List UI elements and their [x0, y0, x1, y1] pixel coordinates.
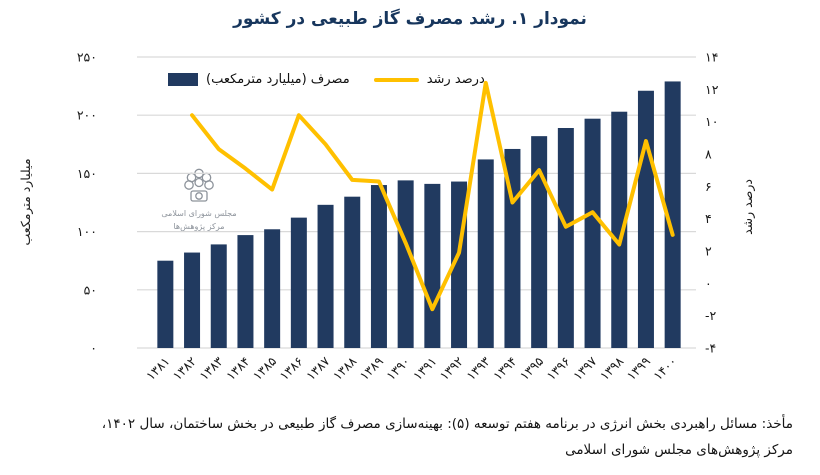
- x-axis-tick-label: ۱۳۹۷: [570, 353, 600, 383]
- x-axis-tick-label: ۱۳۸۸: [330, 353, 360, 383]
- right-axis-tick-label: ۲: [705, 244, 712, 259]
- right-axis-title: درصد رشد: [740, 179, 756, 235]
- consumption-bar: [157, 260, 174, 348]
- x-axis-tick-label: ۱۳۹۱: [410, 354, 440, 384]
- consumption-bar: [637, 90, 654, 349]
- x-axis-tick-label: ۱۳۹۸: [597, 353, 627, 383]
- left-axis-tick-label: ۱۰۰: [77, 224, 97, 239]
- left-axis-tick-label: ۲۰۰: [77, 108, 97, 123]
- watermark-text-2: مرکز پژوهش‌ها: [173, 221, 225, 231]
- right-axis-tick-label: ۰: [705, 276, 712, 291]
- x-axis-tick-label: ۱۳۸۳: [196, 353, 226, 383]
- right-axis-tick-label: -۴: [705, 341, 716, 356]
- right-axis-tick-label: ۱۰: [705, 114, 718, 129]
- consumption-bar: [531, 136, 548, 348]
- legend-item-growth: درصد رشد: [373, 72, 485, 87]
- x-axis-tick-label: ۱۳۹۴: [490, 354, 520, 384]
- left-axis-tick-label: ۰: [90, 341, 97, 356]
- consumption-bar: [584, 118, 601, 348]
- source-note: مأخذ: مسائل راهبردی بخش انرژی در برنامه …: [40, 411, 793, 464]
- x-axis-tick-label: ۱۳۹۵: [517, 353, 547, 383]
- chart-title: نمودار ۱. رشد مصرف گاز طبیعی در کشور: [233, 9, 587, 29]
- x-axis-tick-label: ۱۳۸۲: [170, 353, 200, 383]
- consumption-bar: [370, 185, 387, 348]
- right-axis-tick-label: ۱۲: [705, 82, 719, 97]
- consumption-bar: [344, 196, 361, 348]
- left-axis-tick-label: ۱۵۰: [77, 166, 97, 181]
- x-axis-tick-label: ۱۳۸۱: [143, 354, 173, 384]
- consumption-bar: [611, 111, 628, 348]
- chart-legend: مصرف (میلیارد مترمکعب) درصد رشد: [168, 72, 485, 87]
- consumption-bar: [210, 244, 227, 348]
- watermark-text-1: مجلس شورای اسلامی: [161, 209, 237, 219]
- left-axis-tick-label: ۲۵۰: [77, 50, 97, 65]
- x-axis-tick-label: ۱۳۹۳: [463, 353, 493, 383]
- watermark-logo: مجلس شورای اسلامی مرکز پژوهش‌ها: [155, 168, 243, 233]
- source-line-1: مأخذ: مسائل راهبردی بخش انرژی در برنامه …: [101, 416, 793, 432]
- consumption-bar: [424, 183, 441, 348]
- x-axis-tick-label: ۱۳۸۵: [250, 353, 280, 383]
- legend-item-consumption: مصرف (میلیارد مترمکعب): [168, 72, 350, 87]
- right-axis-tick-label: ۱۴: [705, 50, 718, 65]
- consumption-legend-swatch-icon: [168, 73, 198, 86]
- consumption-bar: [664, 81, 681, 348]
- x-axis-tick-label: ۱۳۹۶: [543, 354, 573, 384]
- source-line-2: مرکز پژوهش‌های مجلس شورای اسلامی: [565, 442, 793, 459]
- x-axis-tick-label: ۱۳۹۹: [623, 353, 653, 383]
- right-axis-tick-label: -۲: [705, 308, 717, 323]
- x-axis-tick-label: ۱۳۸۷: [303, 353, 333, 383]
- right-axis-tick-label: ۸: [705, 147, 712, 162]
- consumption-bar: [184, 252, 201, 348]
- x-axis-tick-label: ۱۳۹۲: [437, 353, 467, 383]
- consumption-bar: [317, 204, 334, 348]
- x-axis-tick-label: ۱۴۰۰: [650, 354, 680, 384]
- x-axis-tick-label: ۱۳۸۴: [223, 354, 253, 384]
- x-axis-tick-label: ۱۳۹۰: [383, 354, 413, 384]
- consumption-bar: [397, 180, 414, 348]
- x-axis-tick-label: ۱۳۸۶: [276, 354, 306, 384]
- parliament-emblem-icon: [184, 168, 214, 202]
- consumption-bar: [290, 217, 307, 348]
- consumption-bar: [237, 235, 254, 348]
- left-axis-tick-label: ۵۰: [84, 282, 97, 297]
- consumption-legend-label: مصرف (میلیارد مترمکعب): [206, 72, 350, 87]
- right-axis-tick-label: ۶: [705, 179, 712, 194]
- growth-line: [190, 80, 675, 312]
- left-axis-title: میلیارد مترمکعب: [18, 158, 34, 245]
- consumption-bar: [477, 159, 494, 348]
- consumption-bar: [557, 128, 574, 348]
- consumption-bar: [264, 229, 281, 348]
- growth-legend-label: درصد رشد: [426, 72, 485, 87]
- right-axis-tick-label: ۴: [705, 211, 712, 226]
- growth-legend-swatch-icon: [373, 77, 419, 82]
- x-axis-tick-label: ۱۳۸۹: [356, 353, 386, 383]
